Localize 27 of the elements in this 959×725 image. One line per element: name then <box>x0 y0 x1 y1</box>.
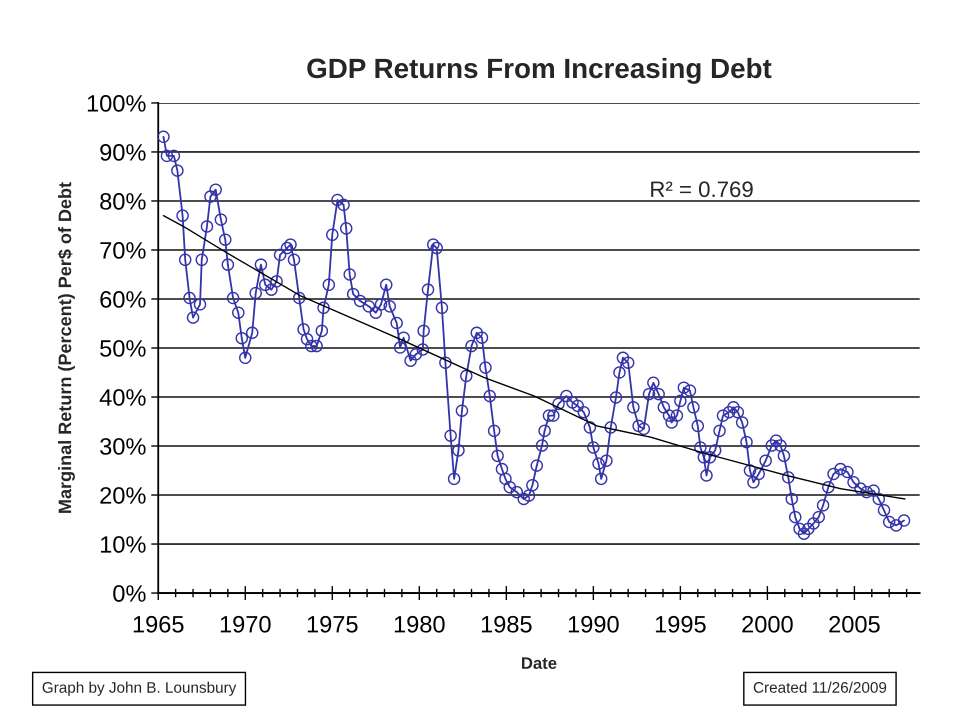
y-tick-label: 90% <box>100 144 146 161</box>
x-tick-label: 1995 <box>656 616 706 633</box>
y-tick-label: 60% <box>100 291 146 308</box>
y-tick-label: 70% <box>100 242 146 259</box>
line-series <box>162 214 906 500</box>
y-tick-label: 80% <box>100 193 146 210</box>
x-tick-label: 1990 <box>568 616 619 633</box>
x-tick-label: 2000 <box>742 616 793 633</box>
y-tick-label: 20% <box>100 487 146 504</box>
x-tick-label: 1980 <box>394 616 445 633</box>
y-axis-title: Marginal Return (Percent) Per$ of Debt <box>58 182 75 513</box>
y-tick-label: 40% <box>100 389 146 406</box>
x-axis-title: Date <box>522 657 556 669</box>
x-tick-label: 1965 <box>134 616 184 633</box>
y-tick-label: 100% <box>88 95 146 112</box>
y-tick-label: 0% <box>113 585 146 602</box>
y-tick-label: 50% <box>100 340 146 357</box>
chart-title: GDP Returns From Increasing Debt <box>307 58 772 84</box>
x-tick-label: 1985 <box>482 616 532 633</box>
x-tick-label: 2005 <box>829 616 880 633</box>
text: Graph by John B. Lounsbury <box>42 682 236 696</box>
text: Created 11/26/2009 <box>754 682 886 693</box>
x-tick-label: 1970 <box>220 616 271 633</box>
annotation: R² = 0.769 <box>651 181 753 198</box>
y-tick-label: 30% <box>100 438 146 455</box>
x-tick-label: 1975 <box>308 616 358 633</box>
y-tick-label: 10% <box>100 536 146 553</box>
